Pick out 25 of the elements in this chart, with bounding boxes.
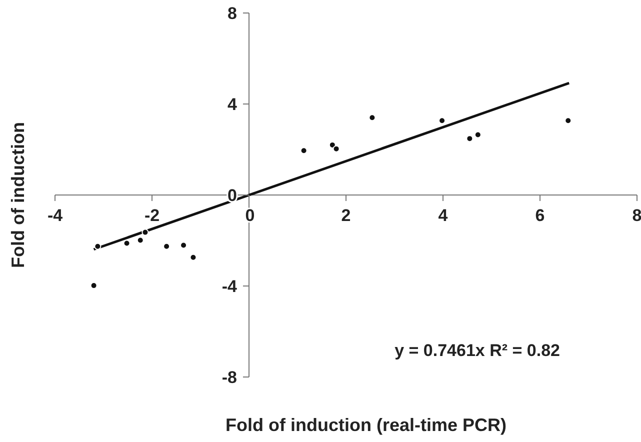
point [136,236,144,244]
point [564,117,572,124]
point [368,114,376,122]
point [94,242,102,250]
y-tick-label: -4 [222,277,238,296]
x-tick-label: -4 [47,206,64,225]
point [163,242,170,250]
x-tick-label: 8 [632,206,641,225]
y-tick-label: -8 [222,368,237,387]
point [142,228,149,236]
x-tick-label: 4 [438,206,448,225]
point [123,240,130,247]
y-tick-label: 8 [228,4,237,23]
x-tick-label: -2 [144,206,160,225]
point [332,145,340,152]
x-tick-label: 6 [535,206,545,225]
annotation: y = 0.7461x R² = 0.82 [394,341,560,360]
point [300,147,308,154]
x-axis-title: Fold of induction (real-time PCR) [226,415,506,435]
point [474,131,482,138]
x-tick-label: 2 [341,206,351,225]
y-tick-label: 4 [228,95,238,114]
point [190,254,197,261]
point [466,135,474,142]
y-axis-title: Fold of induction [8,122,28,268]
